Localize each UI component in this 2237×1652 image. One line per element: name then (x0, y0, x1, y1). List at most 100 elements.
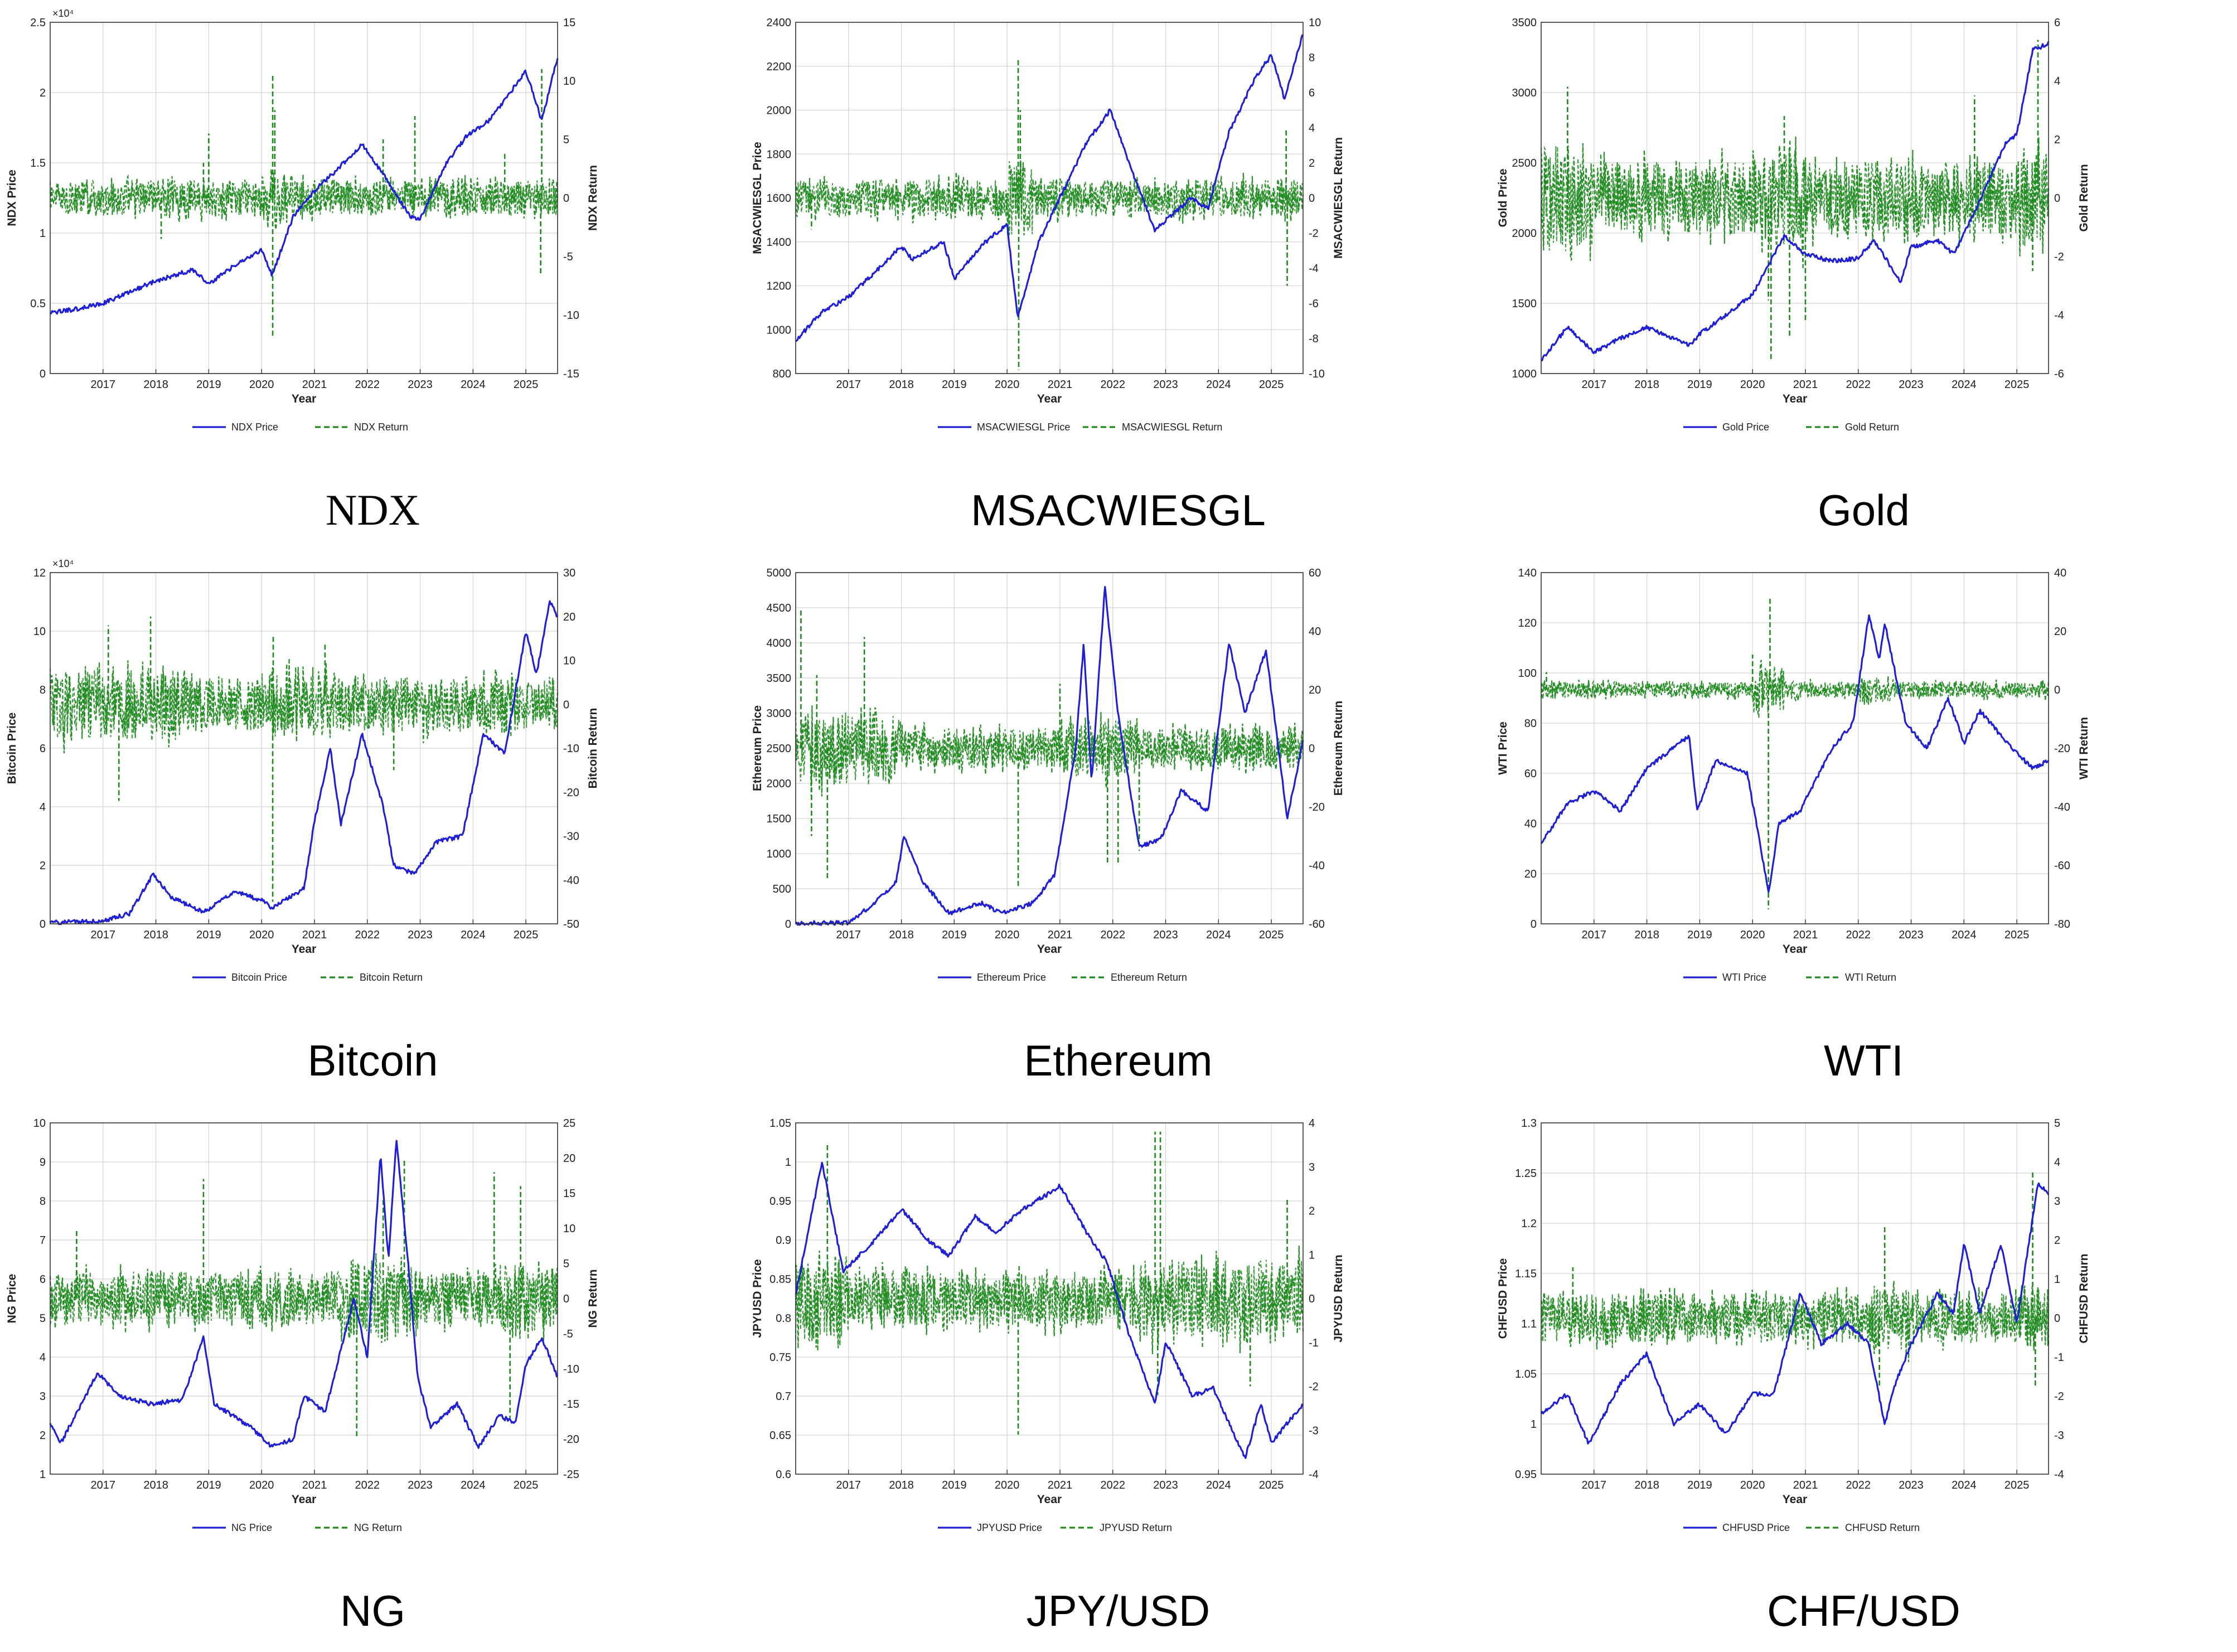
x-tick-label: 2022 (355, 929, 380, 941)
x-tick-label: 2025 (1259, 929, 1284, 941)
x-tick-label: 2019 (942, 379, 967, 391)
y-left-tick-label: 9 (40, 1156, 46, 1169)
axis-multiplier: ×10⁴ (52, 558, 74, 569)
chart-panel-gold: 2017 2018 2019 2020 2021 2022 2023 2024 2025 Year… (1491, 0, 2236, 550)
y-left-tick-label: 0.7 (776, 1391, 791, 1403)
price-series (1541, 41, 2050, 362)
x-tick-label: 2023 (1899, 929, 1924, 941)
y-left-tick-label: 2 (40, 860, 46, 872)
price-series (49, 600, 559, 926)
y-right-tick-label: 20 (1309, 684, 1321, 696)
y-left-label: WTI Price (1497, 721, 1509, 775)
y-right-tick-label: 4 (2054, 75, 2060, 88)
y-left-tick-label: 8 (40, 684, 46, 696)
legend-price-label: MSACWIESGL Price (977, 422, 1070, 433)
y-right-tick-label: 6 (1309, 87, 1315, 99)
y-left-tick-label: 2000 (767, 778, 792, 790)
y-right-tick-label: 20 (563, 1152, 575, 1165)
y-right-tick-label: 5 (563, 1258, 569, 1270)
y-right-tick-label: -8 (1309, 333, 1319, 345)
x-tick-label: 2021 (302, 1479, 327, 1491)
y-left-tick-label: 0.65 (769, 1430, 791, 1442)
legend-return-label: CHFUSD Return (1845, 1522, 1920, 1533)
legend-return-label: WTI Return (1845, 972, 1896, 983)
y-left-tick-label: 0.95 (769, 1195, 791, 1208)
chart-svg: 2017 2018 2019 2020 2021 2022 2023 2024 2025 Year… (751, 17, 1345, 433)
y-left-tick-label: 1000 (767, 848, 792, 860)
y-right-tick-label: -40 (563, 874, 579, 886)
x-tick-label: 2019 (942, 1479, 967, 1491)
x-tick-label: 2019 (1687, 1479, 1712, 1491)
y-right-tick-label: -10 (563, 309, 579, 322)
x-tick-label: 2018 (889, 929, 914, 941)
y-right-tick-label: 0 (1309, 743, 1315, 755)
y-right-tick-label: 0 (563, 192, 569, 205)
y-right-tick-label: -6 (1309, 298, 1319, 310)
x-tick-label: 2017 (1582, 379, 1607, 391)
chart-panel-msacwiesgl: 2017 2018 2019 2020 2021 2022 2023 2024 2025 Year… (745, 0, 1491, 550)
x-tick-label: 2017 (1582, 1479, 1607, 1491)
y-right-tick-label: -20 (1309, 801, 1325, 813)
y-left-tick-label: 2200 (767, 61, 792, 73)
y-left-tick-label: 2 (40, 1430, 46, 1442)
x-tick-label: 2024 (461, 929, 486, 941)
x-tick-label: 2023 (1899, 379, 1924, 391)
y-left-tick-label: 1800 (767, 148, 792, 161)
y-right-tick-label: 3 (2054, 1195, 2060, 1208)
y-right-label: Bitcoin Return (587, 708, 599, 789)
x-tick-label: 2022 (355, 379, 380, 391)
price-series (50, 58, 559, 315)
y-right-tick-label: 0 (2054, 192, 2060, 205)
y-left-tick-label: 4 (40, 1351, 46, 1364)
x-tick-label: 2025 (2004, 1479, 2030, 1491)
legend-return-label: JPYUSD Return (1100, 1522, 1172, 1533)
y-right-tick-label: 10 (563, 655, 575, 667)
axes-frame (50, 22, 558, 374)
y-right-tick-label: -1 (2054, 1351, 2064, 1364)
y-left-tick-label: 12 (33, 567, 46, 579)
axes-frame (1541, 1122, 2049, 1475)
x-tick-label: 2022 (1846, 1479, 1871, 1491)
chart-svg: 2017 2018 2019 2020 2021 2022 2023 2024 2025 Year… (1497, 1117, 2090, 1533)
x-tick-label: 2022 (1101, 1479, 1126, 1491)
y-left-tick-label: 3500 (1512, 17, 1537, 29)
axes-frame (795, 572, 1304, 924)
x-tick-label: 2022 (1846, 929, 1871, 941)
y-right-tick-label: -2 (1309, 1381, 1319, 1393)
y-left-tick-label: 140 (1518, 567, 1537, 579)
x-tick-label: 2023 (408, 1479, 433, 1491)
panel-caption: NG (340, 1586, 405, 1635)
y-left-label: Ethereum Price (751, 705, 764, 791)
y-right-label: JPYUSD Return (1332, 1254, 1345, 1343)
x-tick-label: 2025 (1259, 1479, 1284, 1491)
y-right-tick-label: -2 (2054, 251, 2064, 263)
y-left-tick-label: 5000 (767, 567, 792, 579)
y-left-tick-label: 0.9 (776, 1234, 791, 1247)
x-tick-label: 2021 (1793, 379, 1818, 391)
x-tick-label: 2021 (1793, 929, 1818, 941)
y-right-tick-label: 60 (1309, 567, 1321, 579)
y-left-tick-label: 0 (40, 918, 46, 931)
y-right-tick-label: 20 (563, 611, 575, 623)
y-left-tick-label: 120 (1518, 617, 1537, 629)
x-tick-label: 2024 (461, 1479, 486, 1491)
y-left-tick-label: 5 (40, 1312, 46, 1325)
chart-panel-jpy-usd: 2017 2018 2019 2020 2021 2022 2023 2024 2025 Year… (745, 1101, 1491, 1651)
x-tick-label: 2018 (1634, 1479, 1659, 1491)
y-left-tick-label: 1.2 (1521, 1218, 1537, 1230)
x-tick-label: 2023 (408, 929, 433, 941)
panel-caption: MSACWIESGL (971, 486, 1266, 535)
price-series (795, 585, 1304, 926)
x-tick-label: 2019 (196, 1479, 221, 1491)
y-left-tick-label: 1600 (767, 192, 792, 205)
x-tick-label: 2019 (196, 379, 221, 391)
y-right-label: Ethereum Return (1332, 701, 1345, 796)
return-series (795, 705, 1304, 797)
x-tick-label: 2020 (249, 379, 274, 391)
x-tick-label: 2024 (1206, 929, 1231, 941)
chart-panel-bitcoin: 2017 2018 2019 2020 2021 2022 2023 2024 2025 Year… (0, 550, 745, 1101)
panel-caption: JPY/USD (1026, 1586, 1211, 1635)
y-left-tick-label: 3000 (767, 708, 792, 720)
y-right-tick-label: -2 (2054, 1391, 2064, 1403)
x-tick-label: 2020 (995, 379, 1020, 391)
